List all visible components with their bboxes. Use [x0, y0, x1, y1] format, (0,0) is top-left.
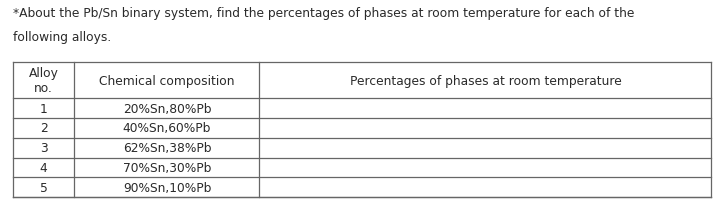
Text: 1: 1	[40, 102, 48, 115]
Text: Percentages of phases at room temperature: Percentages of phases at room temperatur…	[349, 74, 621, 87]
Text: 70%Sn,30%Pb: 70%Sn,30%Pb	[123, 161, 211, 174]
Text: 62%Sn,38%Pb: 62%Sn,38%Pb	[122, 141, 211, 154]
Text: 2: 2	[40, 122, 48, 135]
Text: 4: 4	[40, 161, 48, 174]
Text: 3: 3	[40, 141, 48, 154]
Text: 20%Sn,80%Pb: 20%Sn,80%Pb	[122, 102, 211, 115]
Text: *About the Pb/Sn binary system, find the percentages of phases at room temperatu: *About the Pb/Sn binary system, find the…	[13, 7, 634, 20]
Text: Alloy
no.: Alloy no.	[29, 67, 58, 95]
Text: Chemical composition: Chemical composition	[99, 74, 235, 87]
Text: 40%Sn,60%Pb: 40%Sn,60%Pb	[123, 122, 211, 135]
Text: 5: 5	[40, 181, 48, 194]
Text: following alloys.: following alloys.	[13, 31, 111, 44]
Text: 90%Sn,10%Pb: 90%Sn,10%Pb	[123, 181, 211, 194]
